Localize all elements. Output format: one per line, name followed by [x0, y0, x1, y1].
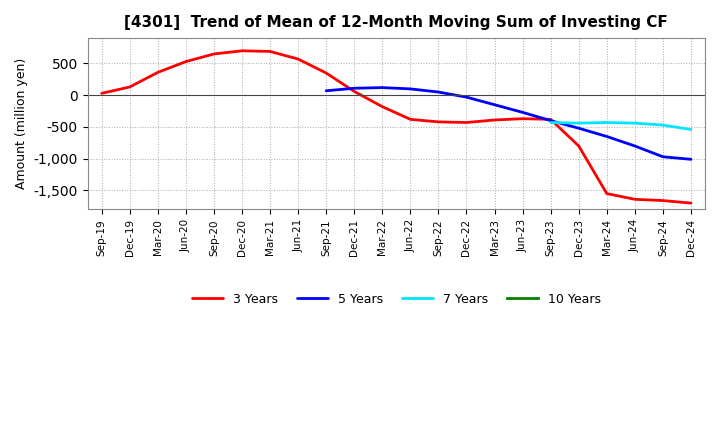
- 3 Years: [350, 89, 359, 94]
- 3 Years: [490, 117, 499, 123]
- 3 Years: [659, 198, 667, 203]
- 3 Years: [462, 120, 471, 125]
- 5 Years: [378, 85, 387, 90]
- 3 Years: [546, 117, 555, 122]
- 3 Years: [238, 48, 246, 53]
- 3 Years: [687, 201, 696, 206]
- 3 Years: [210, 51, 218, 57]
- 7 Years: [631, 121, 639, 126]
- 5 Years: [546, 118, 555, 123]
- 3 Years: [153, 70, 162, 75]
- 3 Years: [434, 119, 443, 125]
- 7 Years: [687, 127, 696, 132]
- 7 Years: [659, 122, 667, 128]
- 5 Years: [490, 102, 499, 107]
- 7 Years: [575, 121, 583, 126]
- 3 Years: [97, 91, 106, 96]
- 7 Years: [546, 120, 555, 125]
- 3 Years: [125, 84, 134, 90]
- 3 Years: [378, 104, 387, 109]
- 3 Years: [266, 49, 274, 54]
- 3 Years: [631, 197, 639, 202]
- 5 Years: [350, 86, 359, 91]
- 5 Years: [659, 154, 667, 159]
- 5 Years: [575, 125, 583, 131]
- 3 Years: [603, 191, 611, 196]
- 5 Years: [631, 143, 639, 149]
- 3 Years: [322, 70, 330, 76]
- Title: [4301]  Trend of Mean of 12-Month Moving Sum of Investing CF: [4301] Trend of Mean of 12-Month Moving …: [125, 15, 668, 30]
- Line: 5 Years: 5 Years: [326, 88, 691, 159]
- 5 Years: [406, 86, 415, 92]
- Line: 7 Years: 7 Years: [551, 122, 691, 129]
- Line: 3 Years: 3 Years: [102, 51, 691, 203]
- Y-axis label: Amount (million yen): Amount (million yen): [15, 58, 28, 189]
- 5 Years: [687, 157, 696, 162]
- 3 Years: [406, 117, 415, 122]
- 5 Years: [322, 88, 330, 93]
- 5 Years: [462, 95, 471, 100]
- 3 Years: [518, 116, 527, 121]
- 5 Years: [603, 134, 611, 139]
- 3 Years: [575, 143, 583, 149]
- 5 Years: [434, 89, 443, 95]
- 5 Years: [518, 110, 527, 115]
- 3 Years: [294, 56, 302, 62]
- 3 Years: [181, 59, 190, 64]
- Legend: 3 Years, 5 Years, 7 Years, 10 Years: 3 Years, 5 Years, 7 Years, 10 Years: [186, 288, 606, 311]
- 7 Years: [603, 120, 611, 125]
